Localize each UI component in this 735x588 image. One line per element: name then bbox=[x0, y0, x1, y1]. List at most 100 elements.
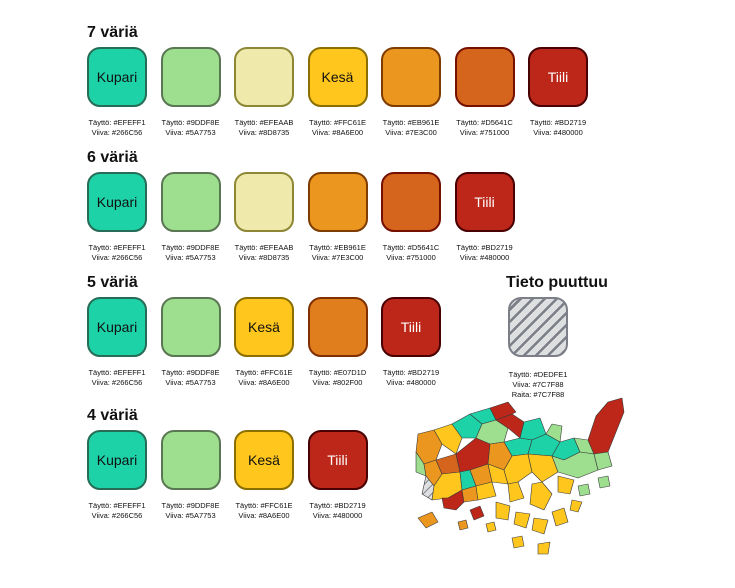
map-region bbox=[485, 521, 497, 533]
color-swatch: Kesä bbox=[234, 430, 294, 490]
stroke-hex-text: Viiva: #480000 bbox=[312, 511, 363, 520]
color-swatch: Kupari bbox=[87, 297, 147, 357]
map-region bbox=[495, 501, 511, 521]
fill-hex-text: Täyttö: #9DDF8E bbox=[161, 368, 220, 377]
swatch-label: Kesä bbox=[248, 452, 280, 468]
section-heading: 5 väriä bbox=[87, 274, 138, 291]
swatch-caption: Täyttö: #D5641C Viiva: #751000 bbox=[366, 243, 456, 263]
swatch-caption: Täyttö: #BD2719 Viiva: #480000 bbox=[513, 118, 603, 138]
fill-hex-text: Täyttö: #EFEFF1 bbox=[88, 501, 146, 510]
stroke-hex-text: Viiva: #266C56 bbox=[91, 128, 143, 137]
color-swatch: Kupari bbox=[87, 47, 147, 107]
map-region bbox=[527, 453, 559, 483]
map-region bbox=[587, 397, 625, 455]
swatch-caption: Täyttö: #9DDF8E Viiva: #5A7753 bbox=[146, 243, 236, 263]
swatch-caption: Täyttö: #D5641C Viiva: #751000 bbox=[440, 118, 530, 138]
stroke-hex-text: Viiva: #5A7753 bbox=[165, 511, 216, 520]
fill-hex-text: Täyttö: #9DDF8E bbox=[161, 243, 220, 252]
swatch-label: Tiili bbox=[327, 452, 348, 468]
swatch-label: Tiili bbox=[400, 319, 422, 335]
missing-data-caption: Täyttö: #DEDFE1 Viiva: #7C7F88 Raita: #7C7… bbox=[493, 370, 583, 400]
fill-hex-text: Täyttö: #EFEFF1 bbox=[88, 243, 146, 252]
map-region bbox=[545, 423, 563, 443]
fill-hex-text: Täyttö: #EFEAAB bbox=[234, 118, 294, 127]
stroke-hex-text: Viiva: #5A7753 bbox=[165, 253, 216, 262]
swatch-label: Kupari bbox=[96, 319, 138, 335]
map-region bbox=[433, 423, 463, 455]
fill-hex-text: Täyttö: #EB961E bbox=[309, 243, 366, 252]
map-region bbox=[569, 499, 583, 513]
swatch-caption: Täyttö: #9DDF8E Viiva: #5A7753 bbox=[146, 501, 236, 521]
swatch-caption: Täyttö: #BD2719 Viiva: #480000 bbox=[366, 368, 456, 388]
color-swatch bbox=[381, 47, 441, 107]
map-region bbox=[513, 511, 531, 529]
fill-hex-text: Täyttö: #FFC61E bbox=[308, 118, 367, 127]
map-region bbox=[417, 511, 439, 529]
stroke-hex-text: Viiva: #480000 bbox=[459, 253, 510, 262]
swatch-caption: Täyttö: #BD2719 Viiva: #480000 bbox=[440, 243, 530, 263]
stroke-hex-text: Viiva: #802F00 bbox=[312, 378, 363, 387]
fill-hex-text: Täyttö: #BD2719 bbox=[309, 501, 366, 510]
color-swatch bbox=[160, 172, 221, 232]
map-region bbox=[551, 507, 569, 527]
color-swatch bbox=[454, 47, 515, 107]
fill-hex-text: Täyttö: #FFC61E bbox=[235, 368, 293, 377]
color-swatch bbox=[160, 430, 221, 490]
fill-hex-text: Täyttö: #E07D1D bbox=[308, 368, 367, 377]
swatch-caption: Täyttö: #EB961E Viiva: #7E3C00 bbox=[293, 243, 383, 263]
swatch-caption: Täyttö: #FFC61E Viiva: #8A6E00 bbox=[219, 368, 309, 388]
color-swatch bbox=[234, 47, 294, 107]
color-swatch: Tiili bbox=[454, 172, 515, 232]
fill-hex-text: Täyttö: #D5641C bbox=[382, 243, 440, 252]
swatch-label: Kupari bbox=[96, 194, 138, 210]
stroke-hex-text: Viiva: #8A6E00 bbox=[238, 378, 290, 387]
fill-hex-text: Täyttö: #BD2719 bbox=[382, 368, 440, 377]
fill-hex-text: Täyttö: #EFEAAB bbox=[234, 243, 294, 252]
color-swatch: Tiili bbox=[528, 47, 588, 107]
map-region bbox=[593, 451, 613, 471]
section-heading: 7 väriä bbox=[87, 24, 138, 41]
swatch-caption: Täyttö: #EFEAAB Viiva: #8D8735 bbox=[219, 118, 309, 138]
swatch-caption: Täyttö: #EFEAAB Viiva: #8D8735 bbox=[219, 243, 309, 263]
stroke-hex-text: Viiva: #480000 bbox=[386, 378, 436, 387]
swatch-caption: Täyttö: #FFC61E Viiva: #8A6E00 bbox=[219, 501, 309, 521]
map-region bbox=[489, 401, 517, 421]
stroke-hex-text: Viiva: #7C7F88 bbox=[512, 380, 564, 389]
stroke-hex-text: Viiva: #266C56 bbox=[91, 253, 143, 262]
color-swatch bbox=[381, 172, 441, 232]
color-swatch bbox=[160, 47, 221, 107]
section-heading: 4 väriä bbox=[87, 407, 138, 424]
color-swatch bbox=[160, 297, 221, 357]
missing-data-swatch bbox=[508, 297, 568, 357]
swatch-label: Kesä bbox=[321, 69, 354, 85]
color-swatch: Kesä bbox=[234, 297, 294, 357]
map-region bbox=[511, 535, 525, 549]
stroke-hex-text: Viiva: #5A7753 bbox=[165, 378, 216, 387]
swatch-label: Kupari bbox=[96, 69, 138, 85]
swatch-caption: Täyttö: #E07D1D Viiva: #802F00 bbox=[293, 368, 383, 388]
fill-hex-text: Täyttö: #EFEFF1 bbox=[88, 118, 146, 127]
fill-hex-text: Täyttö: #9DDF8E bbox=[161, 501, 220, 510]
swatch-caption: Täyttö: #EB961E Viiva: #7E3C00 bbox=[366, 118, 456, 138]
fill-hex-text: Täyttö: #BD2719 bbox=[456, 243, 513, 252]
stroke-hex-text: Viiva: #8A6E00 bbox=[238, 511, 290, 520]
map-region bbox=[507, 481, 525, 503]
color-swatch bbox=[307, 297, 368, 357]
swatch-caption: Täyttö: #EFEFF1 Viiva: #266C56 bbox=[72, 368, 162, 388]
map-region bbox=[475, 481, 497, 501]
color-swatch: Tiili bbox=[381, 297, 441, 357]
fill-hex-text: Täyttö: #FFC61E bbox=[235, 501, 293, 510]
map-region bbox=[529, 481, 553, 511]
swatch-caption: Täyttö: #BD2719 Viiva: #480000 bbox=[293, 501, 383, 521]
map-region bbox=[457, 519, 469, 531]
stroke-hex-text: Viiva: #751000 bbox=[386, 253, 436, 262]
swatch-caption: Täyttö: #EFEFF1 Viiva: #266C56 bbox=[72, 118, 162, 138]
map-region bbox=[597, 475, 611, 489]
district-map bbox=[415, 397, 625, 555]
swatch-caption: Täyttö: #EFEFF1 Viiva: #266C56 bbox=[72, 243, 162, 263]
swatch-label: Kesä bbox=[248, 319, 280, 335]
color-swatch: Tiili bbox=[307, 430, 368, 490]
stroke-hex-text: Viiva: #266C56 bbox=[91, 378, 143, 387]
color-swatch: Kupari bbox=[87, 172, 147, 232]
map-region bbox=[469, 505, 485, 521]
